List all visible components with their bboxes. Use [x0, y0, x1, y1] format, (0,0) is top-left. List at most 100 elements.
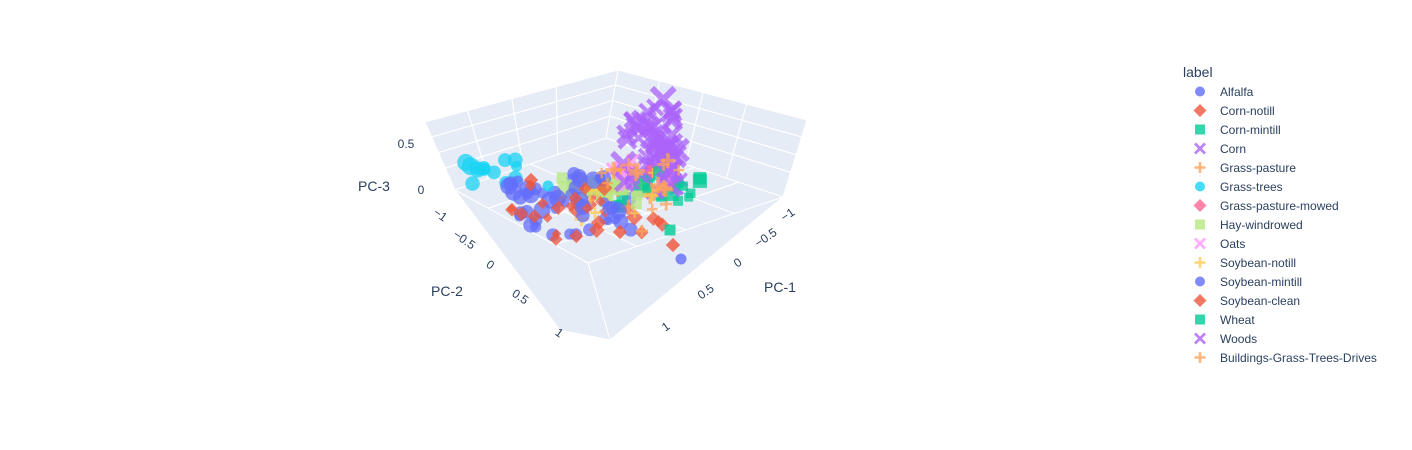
- grid-line: [511, 98, 524, 167]
- legend-label: Corn: [1220, 141, 1247, 156]
- legend-item[interactable]: Soybean-notill: [1178, 253, 1408, 272]
- legend-item[interactable]: Woods: [1178, 329, 1408, 348]
- data-point: [596, 180, 613, 197]
- data-point: [621, 158, 636, 172]
- y-tick-label: −0.5: [451, 227, 479, 252]
- legend-symbol: [1195, 276, 1205, 287]
- legend-symbol: [1195, 181, 1205, 192]
- data-point: [477, 160, 491, 175]
- data-point: [507, 152, 523, 168]
- legend-item[interactable]: Wheat: [1178, 310, 1408, 329]
- data-point: [684, 192, 694, 202]
- legend-item[interactable]: Grass-trees: [1178, 177, 1408, 196]
- legend-symbol: [1194, 352, 1206, 363]
- data-point: [514, 206, 529, 221]
- legend-marker: [1194, 332, 1206, 345]
- legend: label Alfalfa Corn-notill Corn-mintill Corn…: [1178, 62, 1408, 367]
- data-point: [505, 203, 519, 217]
- y-tick-label: −1: [431, 205, 451, 225]
- legend-item[interactable]: Corn: [1178, 139, 1408, 158]
- legend-symbol: [1193, 104, 1207, 117]
- x-tick-label: 0.5: [695, 281, 717, 302]
- z-tick-label: 0.5: [398, 137, 415, 151]
- grid-line: [725, 103, 748, 179]
- data-point: [637, 147, 655, 165]
- legend-marker: [1194, 142, 1206, 155]
- legend-symbol: [1193, 199, 1207, 212]
- legend-symbol: [1195, 314, 1205, 325]
- x-tick-label: 0: [731, 255, 745, 270]
- legend-label: Grass-trees: [1220, 179, 1283, 194]
- data-point: [610, 163, 620, 174]
- legend-marker: [1193, 104, 1207, 117]
- legend-marker: [1195, 181, 1205, 192]
- legend-symbol: [1195, 124, 1205, 135]
- legend-item[interactable]: Buildings-Grass-Trees-Drives: [1178, 348, 1408, 367]
- legend-item[interactable]: Grass-pasture: [1178, 158, 1408, 177]
- legend-label: Soybean-mintill: [1220, 274, 1303, 289]
- data-point: [605, 201, 619, 215]
- z-axis-title: PC-3: [358, 178, 390, 194]
- legend-marker: [1195, 124, 1205, 135]
- data-point: [542, 180, 554, 192]
- legend-symbol: [1195, 219, 1205, 230]
- legend-title: label: [1183, 64, 1213, 80]
- y-tick-label: 0: [484, 257, 498, 272]
- legend-item[interactable]: Grass-pasture-mowed: [1178, 196, 1408, 215]
- legend-label: Soybean-clean: [1220, 293, 1301, 308]
- legend-label: Corn-notill: [1220, 103, 1275, 118]
- data-point: [629, 163, 646, 179]
- data-point: [617, 129, 638, 150]
- legend-label: Soybean-notill: [1220, 255, 1297, 270]
- data-point: [549, 232, 563, 246]
- data-point: [612, 224, 628, 240]
- data-point: [655, 170, 683, 198]
- data-point: [588, 222, 605, 239]
- x-tick-label: −0.5: [752, 225, 780, 250]
- legend-marker: [1195, 219, 1205, 230]
- legend-label: Grass-pasture: [1220, 160, 1297, 175]
- y-tick-label: 1: [553, 325, 567, 340]
- legend-label: Alfalfa: [1220, 84, 1254, 99]
- data-point: [498, 153, 512, 167]
- legend-marker: [1194, 162, 1206, 173]
- legend-item[interactable]: Hay-windrowed: [1178, 215, 1408, 234]
- data-point: [649, 85, 677, 113]
- grid-line: [555, 86, 559, 155]
- data-point: [595, 196, 606, 207]
- data-point: [628, 166, 644, 182]
- legend-symbol: [1194, 237, 1206, 250]
- legend-item[interactable]: Corn-mintill: [1178, 120, 1408, 139]
- legend-marker: [1193, 199, 1207, 212]
- y-axis-title: PC-2: [431, 283, 463, 299]
- axis-labels: PC-3PC-2 PC-100.5−1−0.500.51−1−0.500.51: [358, 137, 798, 341]
- data-point: [569, 229, 584, 244]
- legend-symbol: [1194, 257, 1206, 268]
- grid-line: [438, 100, 613, 154]
- legend-label: Buildings-Grass-Trees-Drives: [1220, 350, 1377, 365]
- legend-item[interactable]: Soybean-mintill: [1178, 272, 1408, 291]
- data-point: [673, 178, 684, 189]
- data-point: [678, 181, 689, 191]
- z-tick-label: 0: [418, 183, 425, 197]
- data-point: [631, 188, 643, 200]
- legend-label: Corn-mintill: [1220, 122, 1281, 137]
- legend-symbol: [1193, 294, 1207, 307]
- legend-item[interactable]: Oats: [1178, 234, 1408, 253]
- x-tick-label: −1: [778, 205, 798, 225]
- legend-label: Grass-pasture-mowed: [1220, 198, 1339, 213]
- legend-marker: [1193, 294, 1207, 307]
- data-point: [664, 224, 676, 236]
- legend-item[interactable]: Corn-notill: [1178, 101, 1408, 120]
- grid-line: [685, 92, 704, 165]
- legend-marker: [1195, 276, 1205, 287]
- data-point: [581, 203, 593, 214]
- legend-marker: [1195, 86, 1205, 97]
- data-point: [465, 176, 480, 191]
- data-point: [665, 237, 681, 253]
- legend-item[interactable]: Alfalfa: [1178, 82, 1408, 101]
- data-point: [639, 124, 665, 150]
- legend-label: Woods: [1220, 331, 1258, 346]
- legend-item[interactable]: Soybean-clean: [1178, 291, 1408, 310]
